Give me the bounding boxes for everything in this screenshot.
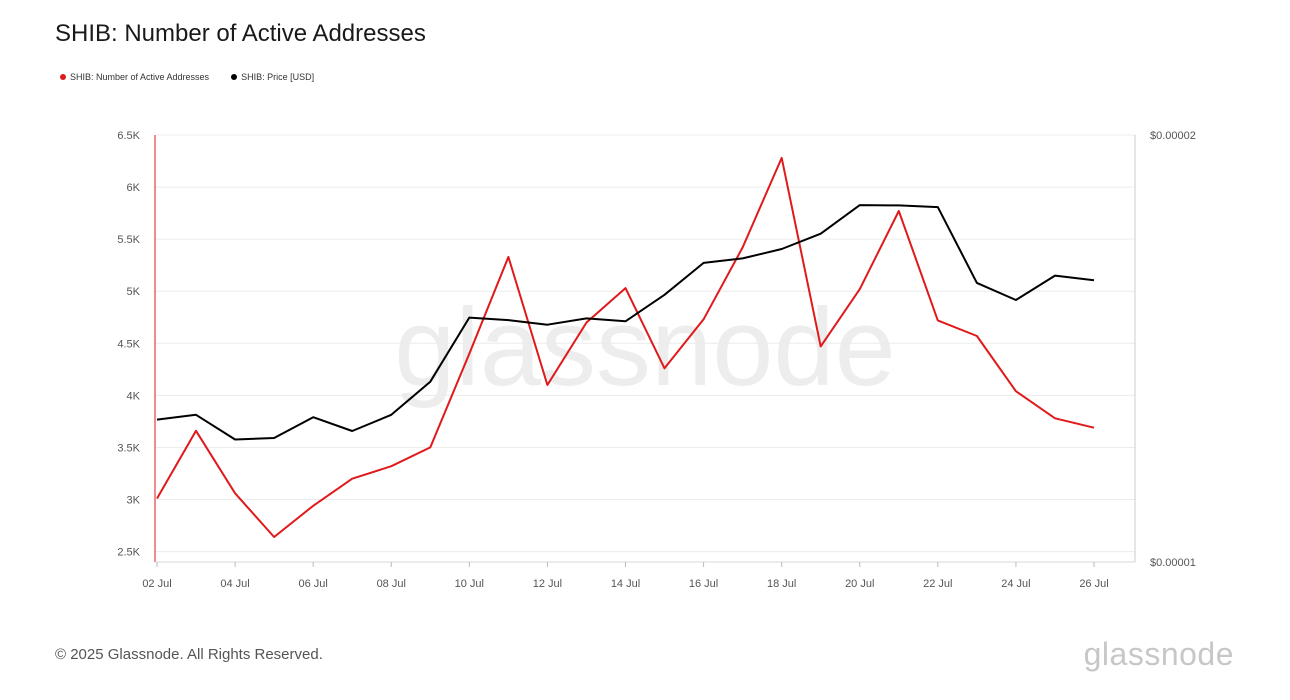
x-tick-label: 08 Jul <box>377 578 406 590</box>
legend-marker-price <box>231 74 238 80</box>
x-tick-label: 10 Jul <box>455 578 484 590</box>
x-tick-label: 06 Jul <box>298 578 327 590</box>
y-left-tick-label: 4.5K <box>117 338 140 350</box>
series-line-price <box>156 204 1095 441</box>
legend-item-price[interactable]: SHIB: Price [USD] <box>231 72 314 82</box>
y-right-tick-label: $0.00002 <box>1150 130 1196 142</box>
chart-series <box>156 156 1095 538</box>
y-left-tick-label: 6K <box>127 182 141 194</box>
glassnode-logo: glassnode <box>1083 636 1234 672</box>
y-axis-left-ticks: 2.5K 3K 3.5K 4K 4.5K 5K 5.5K 6K 6.5K <box>117 130 140 559</box>
series-line-active-addresses <box>156 156 1095 538</box>
x-tick-label: 20 Jul <box>845 578 874 590</box>
x-tick-label: 16 Jul <box>689 578 718 590</box>
legend-marker-active-addresses <box>60 74 66 80</box>
x-tick-label: 02 Jul <box>142 578 171 590</box>
y-axis-right-ticks: $0.00001 $0.00002 <box>1150 130 1196 569</box>
chart-legend: SHIB: Number of Active Addresses SHIB: P… <box>60 72 314 82</box>
y-right-tick-label: $0.00001 <box>1150 557 1196 569</box>
legend-label-price: SHIB: Price [USD] <box>241 72 315 82</box>
y-left-tick-label: 5K <box>127 286 141 298</box>
x-tick-label: 04 Jul <box>220 578 249 590</box>
x-tick-label: 14 Jul <box>611 578 640 590</box>
legend-item-active-addresses[interactable]: SHIB: Number of Active Addresses <box>60 72 209 82</box>
y-left-tick-label: 2.5K <box>117 547 140 559</box>
y-left-tick-label: 5.5K <box>117 234 140 246</box>
chart-axes <box>154 135 1136 563</box>
legend-label-active-addresses: SHIB: Number of Active Addresses <box>70 72 210 82</box>
chart-watermark: glassnode <box>394 286 896 409</box>
x-tick-label: 26 Jul <box>1079 578 1108 590</box>
copyright-text: © 2025 Glassnode. All Rights Reserved. <box>55 646 323 663</box>
x-tick-label: 18 Jul <box>767 578 796 590</box>
y-left-tick-label: 3.5K <box>117 442 140 454</box>
chart-title: SHIB: Number of Active Addresses <box>55 20 426 47</box>
y-left-tick-label: 6.5K <box>117 130 140 142</box>
y-left-tick-label: 4K <box>127 390 141 402</box>
y-left-tick-label: 3K <box>127 495 141 507</box>
x-tick-label: 22 Jul <box>923 578 952 590</box>
x-tick-label: 24 Jul <box>1001 578 1030 590</box>
x-tick-label: 12 Jul <box>533 578 562 590</box>
chart-gridlines <box>155 134 1135 553</box>
x-axis-ticks: 02 Jul 04 Jul 06 Jul 08 Jul 10 Jul 12 Jul 14 J… <box>142 562 1109 590</box>
